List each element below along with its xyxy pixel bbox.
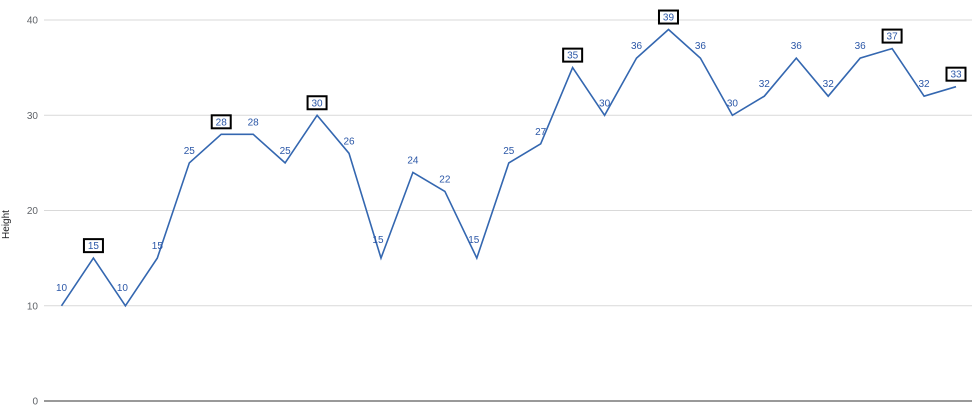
y-tick-label-30: 30: [27, 111, 39, 122]
data-label: 15: [152, 241, 164, 252]
data-label: 36: [695, 41, 707, 52]
data-label: 10: [56, 283, 68, 294]
data-label: 32: [918, 79, 930, 90]
data-label: 15: [372, 235, 384, 246]
data-label: 24: [407, 155, 419, 166]
data-label: 10: [117, 283, 129, 294]
gridlines: [44, 19, 972, 402]
data-label: 36: [631, 41, 643, 52]
data-label: 15: [468, 235, 480, 246]
data-label: 28: [248, 117, 260, 128]
data-labels: 10 15 10 15 25 28 28 25 30 26 15 24 22 15 25 27 35 30 36 39…: [56, 9, 967, 294]
y-tick-label-0: 0: [32, 397, 38, 408]
series-line: [60, 28, 957, 308]
data-label: 22: [439, 174, 451, 185]
data-label: 37: [887, 32, 899, 43]
highlight-box: [82, 238, 104, 254]
data-label: 36: [855, 41, 867, 52]
data-label: 25: [184, 146, 196, 157]
data-label: 39: [663, 13, 675, 24]
data-label: 32: [759, 79, 771, 90]
data-label: 25: [503, 146, 515, 157]
data-label: 28: [216, 117, 228, 128]
highlight-box: [881, 28, 903, 44]
data-label: 26: [343, 136, 355, 147]
data-label: 30: [312, 98, 324, 109]
data-label: 27: [535, 127, 547, 138]
data-label: 35: [567, 51, 579, 62]
y-axis-title: Height: [1, 210, 12, 239]
series-line-layer: [60, 28, 957, 308]
y-tick-label-40: 40: [27, 16, 39, 27]
highlight-box: [210, 114, 232, 130]
data-label: 25: [280, 146, 292, 157]
data-label: 30: [727, 98, 739, 109]
data-label: 32: [823, 79, 835, 90]
highlight-box: [306, 95, 328, 111]
y-axis-ticks: 0 10 20 30 40: [27, 16, 39, 408]
highlight-box: [562, 47, 584, 63]
data-label: 33: [950, 70, 962, 81]
highlight-box: [945, 66, 967, 82]
data-label: 30: [599, 98, 611, 109]
data-label: 15: [88, 241, 100, 252]
y-tick-label-20: 20: [27, 206, 39, 217]
data-label: 36: [791, 41, 803, 52]
y-tick-label-10: 10: [27, 301, 39, 312]
highlight-box: [657, 9, 679, 25]
